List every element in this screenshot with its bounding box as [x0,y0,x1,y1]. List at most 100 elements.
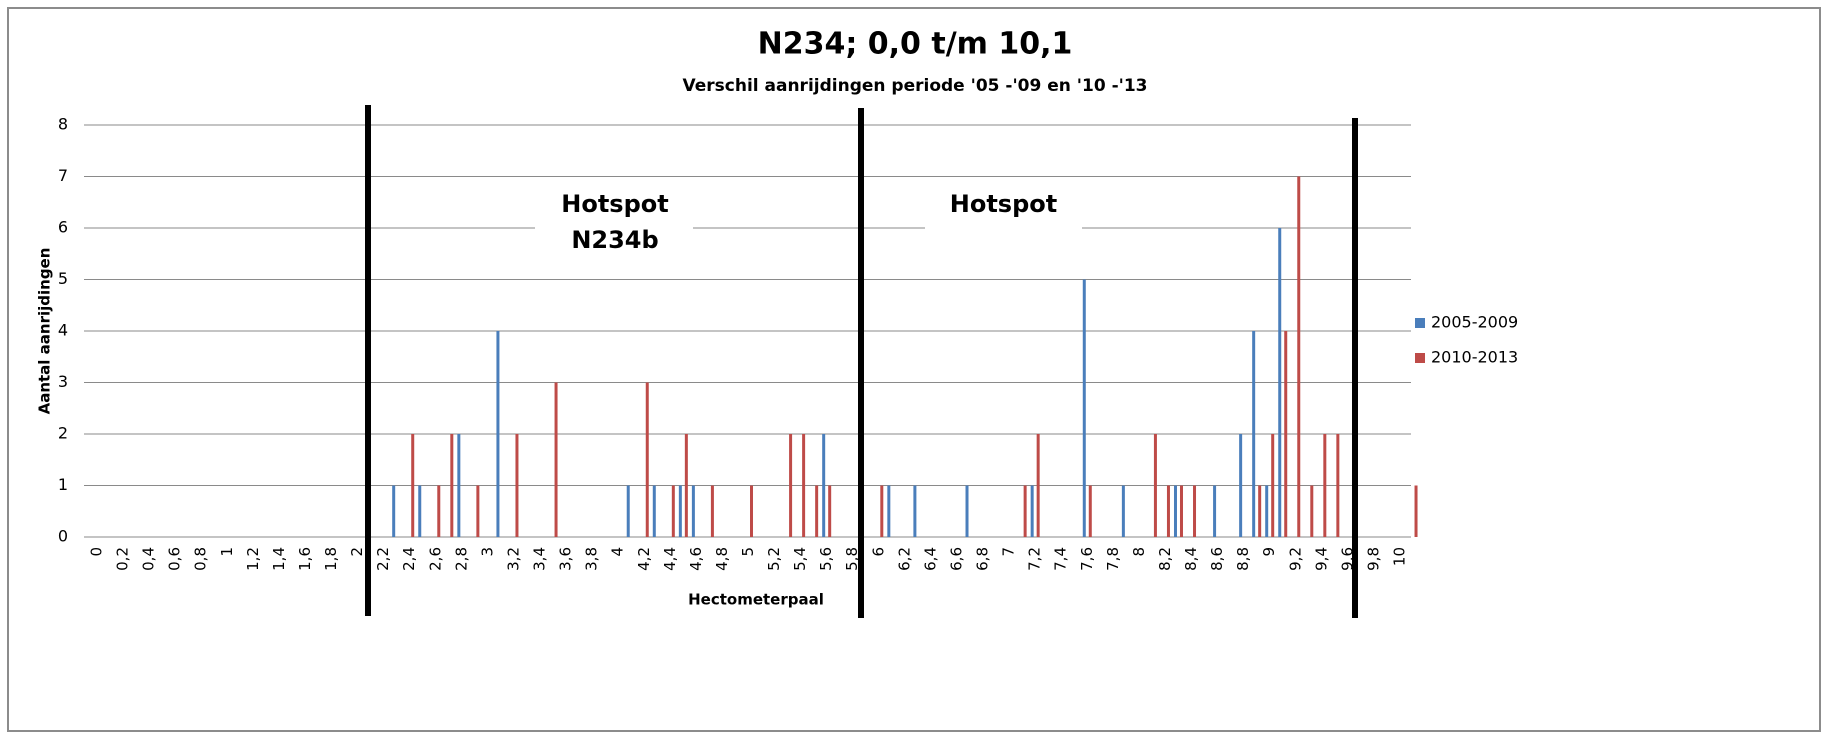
x-tick-label: 4,8 [713,547,731,571]
legend-label: 2005-2009 [1431,313,1518,332]
x-tick-label: 6 [869,547,887,557]
x-tick-label: 0,6 [166,547,184,571]
bar [1036,434,1040,537]
x-tick-label: 8,8 [1234,547,1252,571]
bar [1258,485,1262,537]
x-tick-label: 6,4 [921,547,939,571]
x-tick-label: 6,6 [947,547,965,571]
y-tick-label: 0 [58,527,68,546]
bar [965,485,969,537]
bar [476,485,480,537]
bar [815,485,819,537]
bar [1179,485,1183,537]
x-tick-label: 6,8 [974,547,992,571]
y-tick-label: 5 [58,269,68,288]
x-tick-label: 0,8 [192,547,210,571]
x-tick-label: 1,8 [322,547,340,571]
bar [411,434,415,537]
x-tick-label: 3,8 [583,547,601,571]
y-axis-label: Aantal aanrijdingen [36,248,54,415]
bar [1336,434,1340,537]
x-tick-label: 4,6 [687,547,705,571]
bar [392,485,396,537]
chart-subtitle: Verschil aanrijdingen periode '05 -'09 e… [683,76,1148,96]
bar [437,485,441,537]
x-tick-label: 5,8 [843,547,861,571]
bar [1088,485,1092,537]
bar [1166,485,1170,537]
bar [1213,485,1217,537]
x-tick-label: 2,2 [374,547,392,571]
bar [1082,279,1086,537]
bar [880,485,884,537]
bar [1414,485,1418,537]
y-tick-label: 8 [58,115,68,134]
x-tick-label: 9,6 [1338,547,1356,571]
x-tick-label: 8,2 [1156,547,1174,571]
x-tick-label: 4,2 [635,547,653,571]
x-tick-label: 10 [1391,547,1409,566]
bar [1284,331,1288,537]
x-tick-label: 2,4 [400,547,418,571]
bar [678,485,682,537]
x-tick-label: 8,6 [1208,547,1226,571]
legend-swatch [1415,318,1425,328]
x-tick-label: 7,6 [1078,547,1096,571]
x-tick-label: 2 [348,547,366,557]
y-tick-label: 2 [58,424,68,443]
bar [1310,485,1314,537]
x-tick-label: 3,4 [531,547,549,571]
y-tick-label: 7 [58,166,68,185]
bar [1252,331,1256,537]
x-tick-label: 5,4 [791,547,809,571]
bar [645,382,649,537]
x-tick-label: 4,4 [661,547,679,571]
x-tick-label: 9 [1260,547,1278,557]
y-tick-label: 6 [58,218,68,237]
legend-label: 2010-2013 [1431,348,1518,367]
bar [554,382,558,537]
bar [913,485,917,537]
x-tick-label: 2,8 [452,547,470,571]
bar [626,485,630,537]
bar [710,485,714,537]
x-tick-label: 7 [1000,547,1018,557]
y-tick-label: 4 [58,321,68,340]
x-tick-label: 1 [218,547,236,557]
bar [828,485,832,537]
bar [1323,434,1327,537]
x-tick-label: 1,6 [296,547,314,571]
overlay [365,105,1358,618]
bar [418,485,422,537]
bar [1193,485,1197,537]
bar [1239,434,1243,537]
bar [1153,434,1157,537]
bar [691,485,695,537]
x-tick-label: 8,4 [1182,547,1200,571]
frame [7,7,1821,732]
bar [750,485,753,537]
bar [789,434,793,537]
bar [450,434,454,537]
bar [496,331,500,537]
x-tick-label: 7,4 [1052,547,1070,571]
bar [822,434,826,537]
bar [684,434,688,537]
x-tick-label: 4 [609,547,627,557]
legend-swatch [1415,353,1425,363]
x-tick-label: 5,2 [765,547,783,571]
bar [1278,228,1282,537]
bar [802,434,806,537]
bar [1030,485,1034,537]
x-tick-label: 9,4 [1312,547,1330,571]
bar [671,485,675,537]
x-tick-label: 5,6 [817,547,835,571]
annotation: Hotspot N234b [545,186,685,258]
bar [457,434,461,537]
bar [1173,485,1177,537]
x-tick-label: 7,8 [1104,547,1122,571]
x-tick-label: 0 [88,547,106,557]
y-tick-label: 3 [58,372,68,391]
x-tick-label: 8 [1130,547,1148,557]
